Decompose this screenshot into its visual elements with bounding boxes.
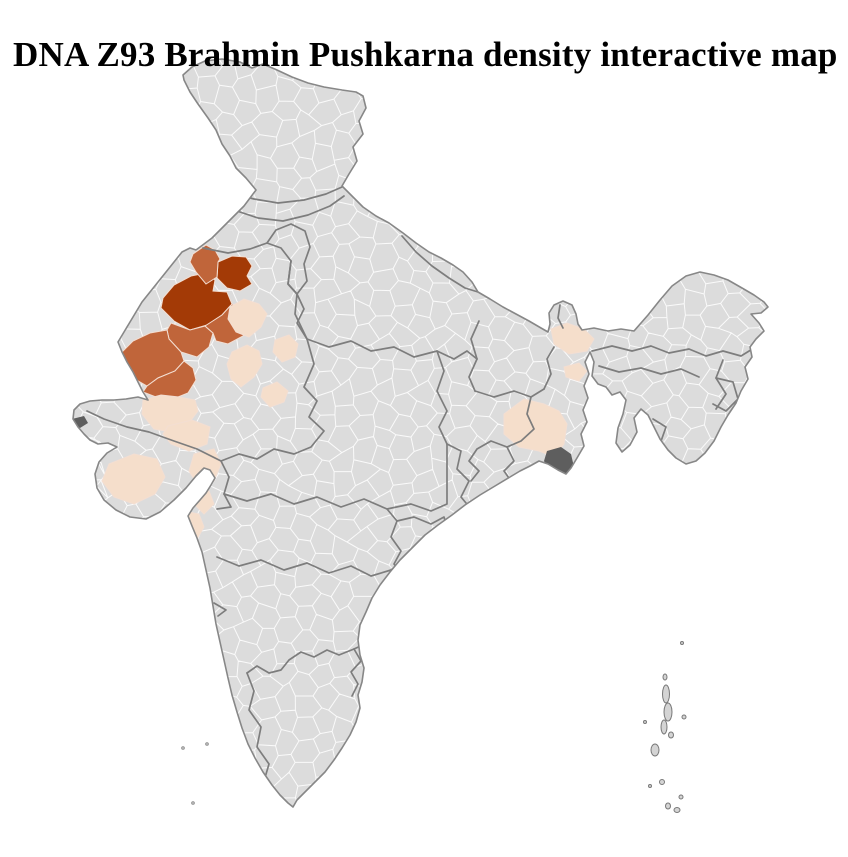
- district-nw-high-1[interactable]: [216, 255, 253, 292]
- district-nw-low-1[interactable]: [227, 298, 268, 338]
- district-nw-low-2[interactable]: [226, 344, 263, 388]
- lakshadweep-islands[interactable]: [181, 742, 209, 805]
- district-nw-low-4[interactable]: [272, 334, 299, 363]
- district-nw-med-1[interactable]: [189, 244, 221, 285]
- district-nw-low-3[interactable]: [260, 381, 289, 408]
- district-nw-high-2[interactable]: [160, 272, 233, 331]
- district-west-low-1[interactable]: [162, 419, 211, 452]
- andaman-nicobar-islands[interactable]: [643, 641, 687, 813]
- district-east-low-3[interactable]: [503, 398, 568, 458]
- district-east-low-1[interactable]: [550, 322, 595, 355]
- district-west-low-2[interactable]: [101, 453, 166, 505]
- district-nw-med-5[interactable]: [142, 360, 197, 400]
- district-east-low-2[interactable]: [563, 362, 588, 382]
- page-title: DNA Z93 Brahmin Pushkarna density intera…: [13, 35, 838, 75]
